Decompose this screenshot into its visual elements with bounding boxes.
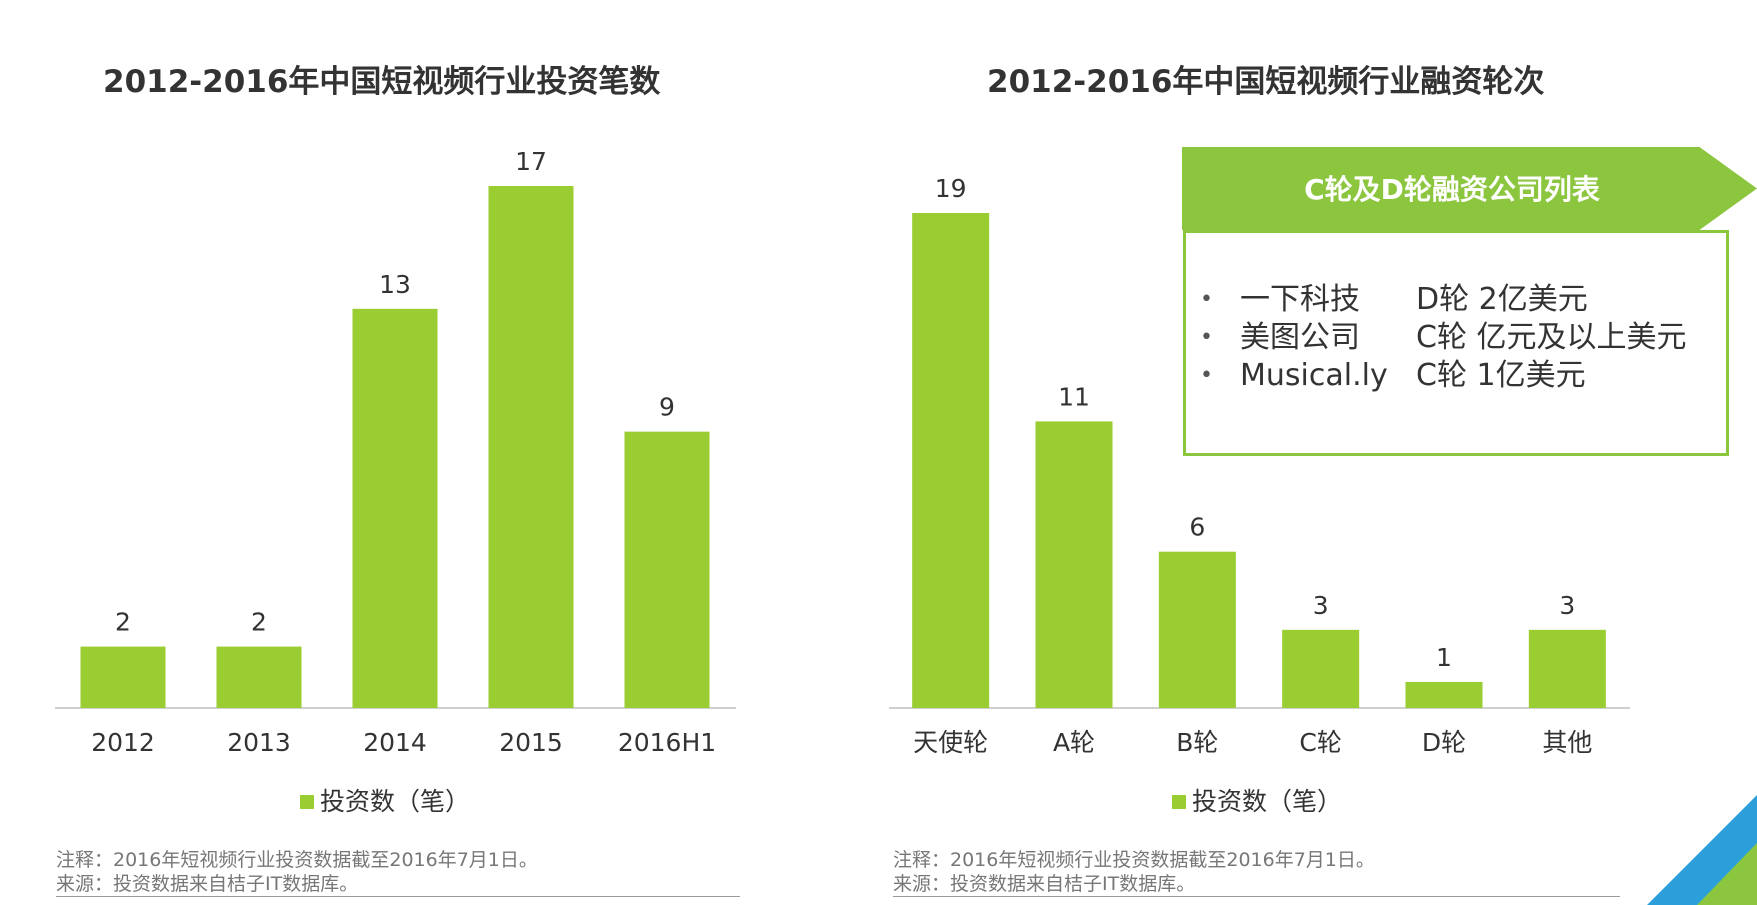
value-label: 19 <box>935 174 967 203</box>
bar <box>216 646 302 708</box>
legend-swatch <box>1172 795 1186 809</box>
category-label: A轮 <box>1053 728 1095 757</box>
funding-round: D轮 2亿美元 <box>1416 282 1588 317</box>
callout-header <box>1182 147 1757 230</box>
legend-label: 投资数（笔） <box>320 787 470 816</box>
value-label: 17 <box>515 147 547 176</box>
value-label: 1 <box>1436 643 1452 672</box>
value-label: 2 <box>115 608 131 637</box>
company-name: 美图公司 <box>1240 320 1360 355</box>
funding-round: C轮 亿元及以上美元 <box>1416 320 1687 355</box>
callout-item: • Musical.ly C轮 1亿美元 <box>1200 357 1686 395</box>
legend-label: 投资数（笔） <box>1192 787 1342 816</box>
value-label: 9 <box>659 393 675 422</box>
value-label: 3 <box>1313 591 1329 620</box>
left-bar-chart: 2 2012 2 2013 13 2014 17 2015 9 2016H1 投资数（笔） <box>55 147 736 816</box>
bar <box>80 646 166 708</box>
bar <box>352 308 438 708</box>
bar <box>488 186 574 708</box>
category-label: 2016H1 <box>618 728 716 757</box>
bar <box>624 431 710 708</box>
value-label: 6 <box>1189 513 1205 542</box>
left-chart-title: 2012-2016年中国短视频行业投资笔数 <box>103 64 661 100</box>
right-chart-title: 2012-2016年中国短视频行业融资轮次 <box>987 64 1545 100</box>
category-label: 天使轮 <box>913 728 988 757</box>
company-name: 一下科技 <box>1240 282 1360 317</box>
funding-round: C轮 1亿美元 <box>1416 358 1586 393</box>
left-notes: 注释：2016年短视频行业投资数据截至2016年7月1日。 来源：投资数据来自桔… <box>56 848 740 897</box>
bullet-icon: • <box>1200 325 1213 350</box>
bar <box>1405 681 1483 708</box>
bar <box>912 213 990 708</box>
category-label: 其他 <box>1542 728 1592 757</box>
bar <box>1158 551 1236 708</box>
category-label: 2015 <box>499 728 563 757</box>
category-label: B轮 <box>1176 728 1218 757</box>
bar <box>1035 421 1113 708</box>
bullet-icon: • <box>1200 287 1213 312</box>
callout-box <box>1183 230 1729 456</box>
category-label: 2013 <box>227 728 291 757</box>
category-label: 2014 <box>363 728 427 757</box>
value-label: 3 <box>1559 591 1575 620</box>
callout-list: • 一下科技 D轮 2亿美元 • 美图公司 C轮 亿元及以上美元 • Music… <box>1200 281 1686 395</box>
bar <box>1282 629 1360 708</box>
right-notes: 注释：2016年短视频行业投资数据截至2016年7月1日。 来源：投资数据来自桔… <box>893 848 1620 897</box>
value-label: 13 <box>379 270 411 299</box>
bar <box>1528 629 1606 708</box>
callout-item: • 一下科技 D轮 2亿美元 <box>1200 281 1686 319</box>
note-text: 注释：2016年短视频行业投资数据截至2016年7月1日。 <box>56 849 538 871</box>
note-text: 注释：2016年短视频行业投资数据截至2016年7月1日。 <box>893 849 1375 871</box>
callout-title: C轮及D轮融资公司列表 <box>1304 173 1600 206</box>
callout-item: • 美图公司 C轮 亿元及以上美元 <box>1200 319 1686 357</box>
category-label: C轮 <box>1299 728 1341 757</box>
category-label: 2012 <box>91 728 155 757</box>
legend-swatch <box>300 795 314 809</box>
category-label: D轮 <box>1422 728 1466 757</box>
source-text: 来源：投资数据来自桔子IT数据库。 <box>893 872 1620 897</box>
value-label: 2 <box>251 608 267 637</box>
company-name: Musical.ly <box>1240 358 1388 393</box>
bullet-icon: • <box>1200 363 1213 388</box>
value-label: 11 <box>1058 382 1090 411</box>
source-text: 来源：投资数据来自桔子IT数据库。 <box>56 872 740 897</box>
